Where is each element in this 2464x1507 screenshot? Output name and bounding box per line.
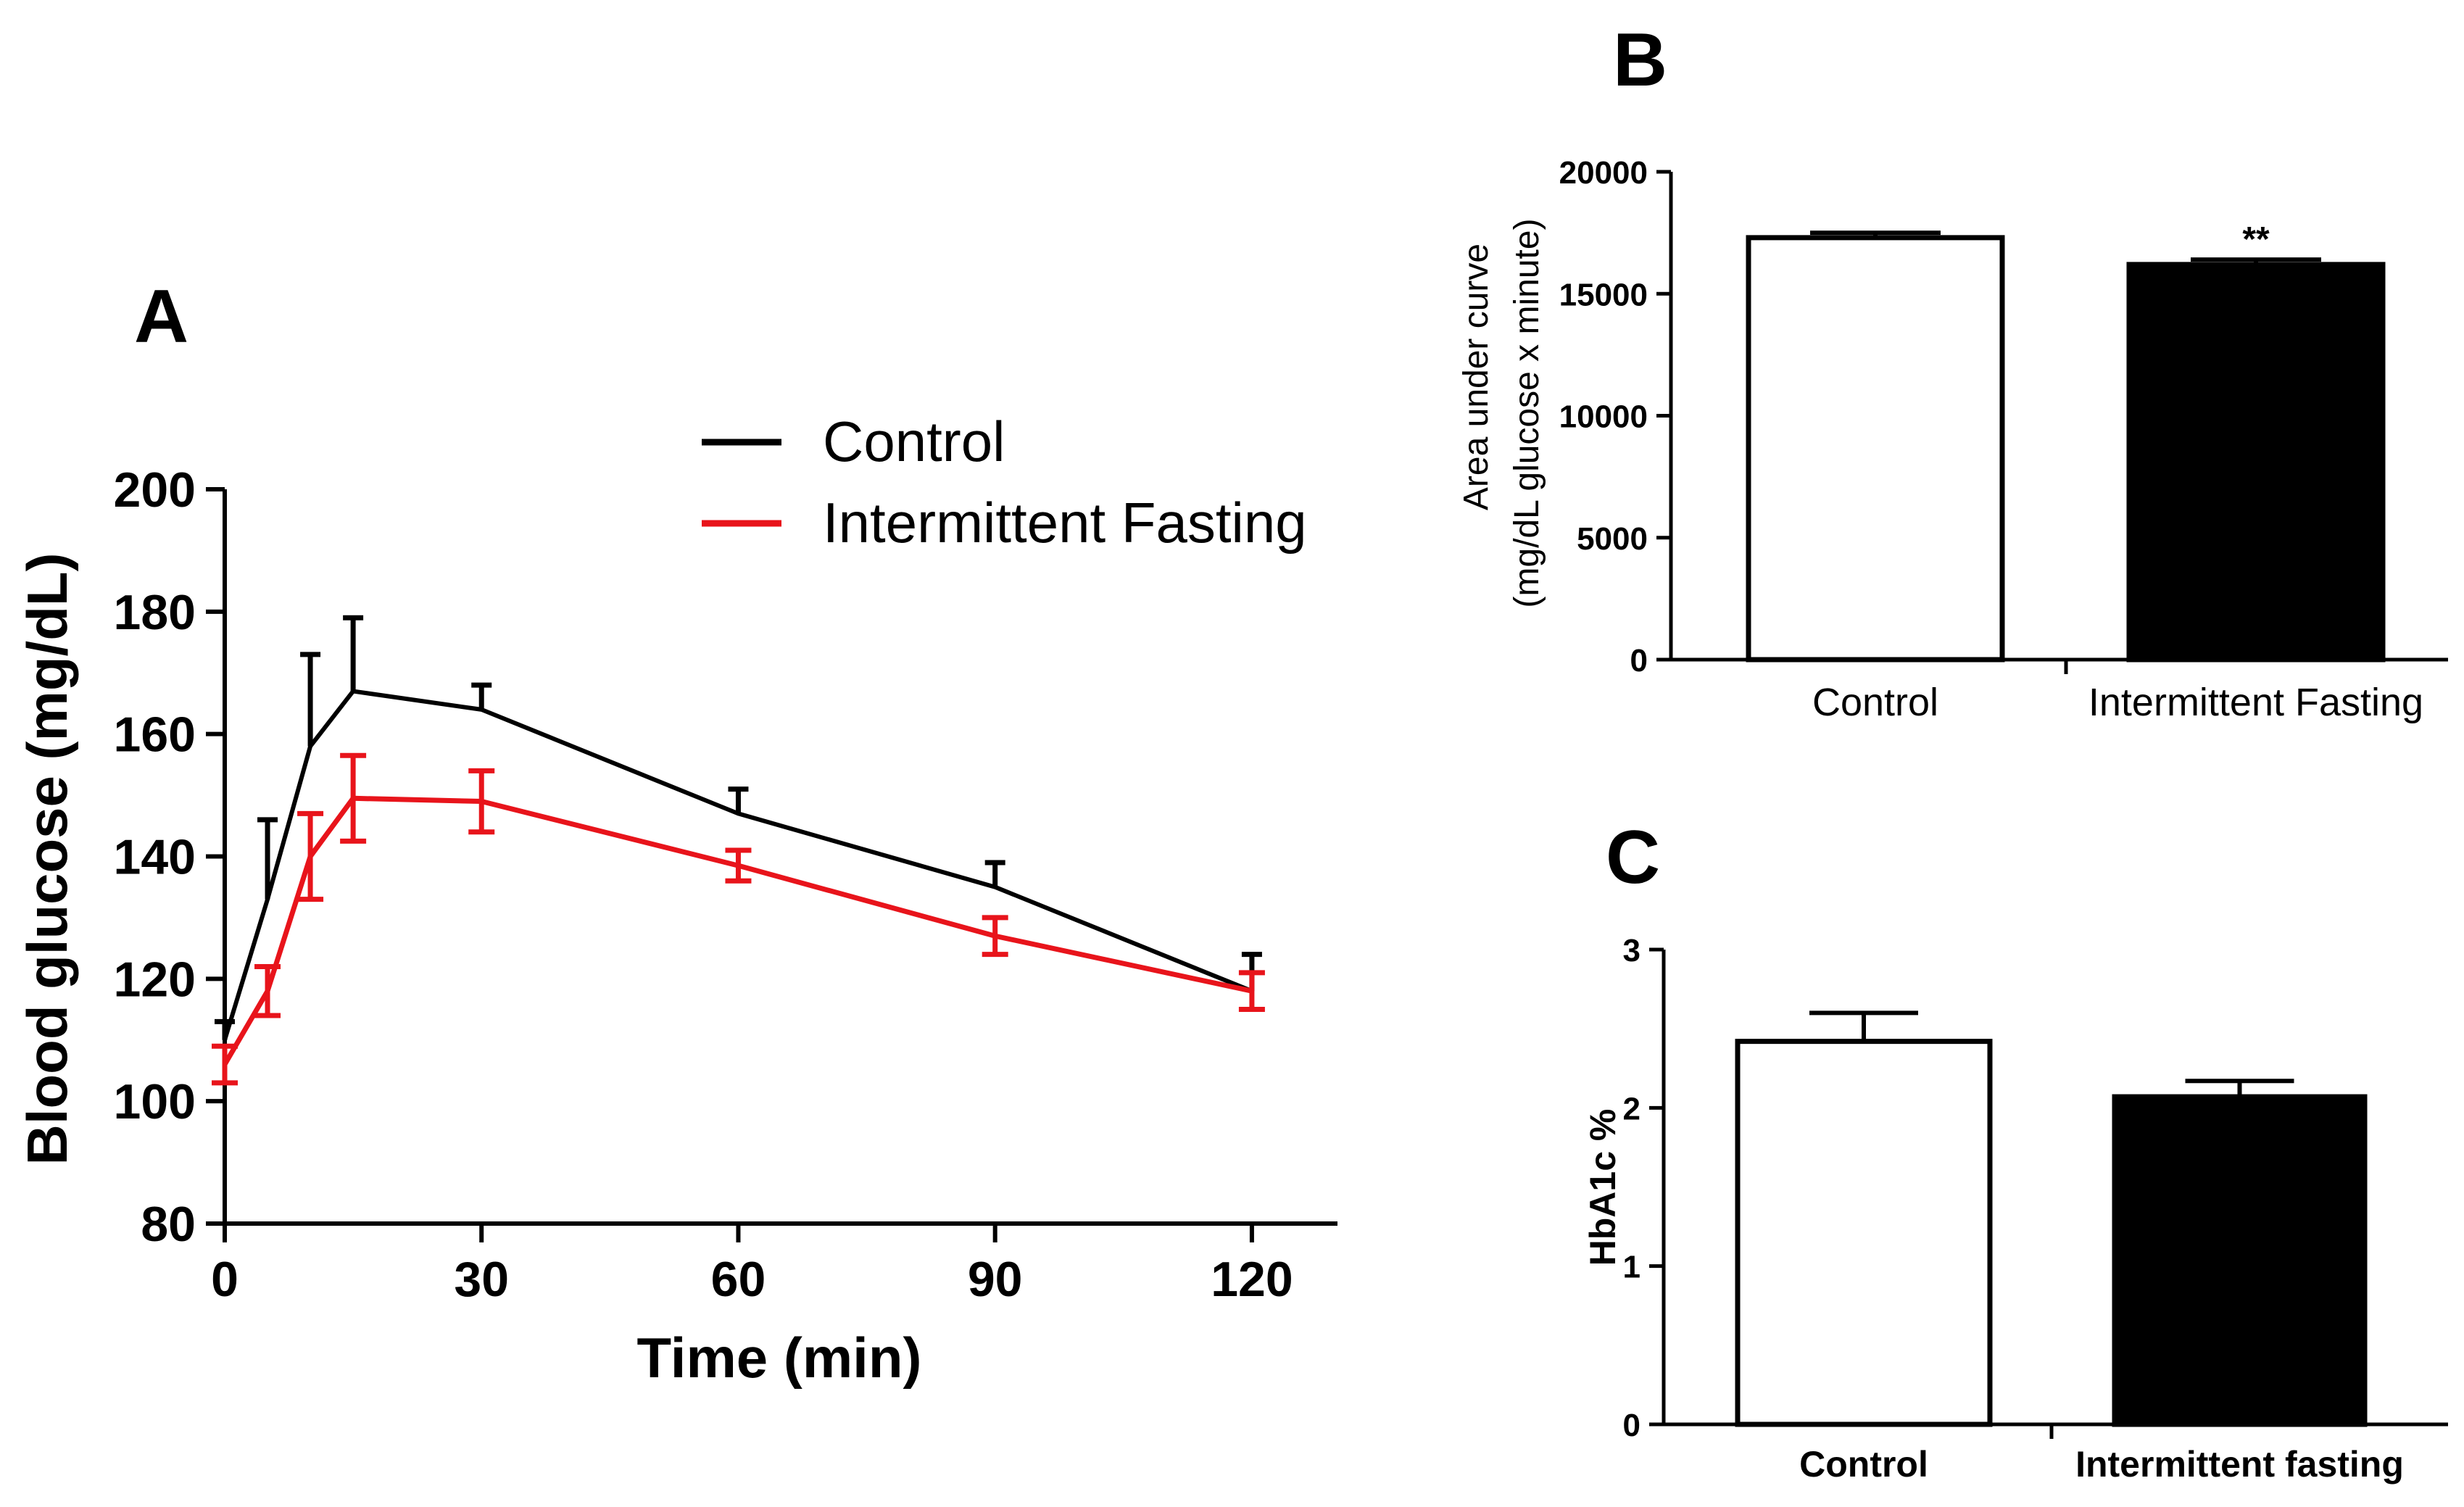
panel-a-legend-control-label: Control bbox=[823, 410, 1005, 473]
panel-a-y-tick-label: 100 bbox=[114, 1074, 196, 1129]
panel-a-fasting-error-bar bbox=[340, 752, 367, 844]
panel-b-y-tick-label: 5000 bbox=[1577, 521, 1648, 557]
panel-a-fasting-error-bar bbox=[254, 963, 281, 1018]
panel-a-control-error-bar bbox=[257, 817, 278, 900]
panel-c-control-category-label: Control bbox=[1799, 1444, 1928, 1485]
panel-b-y-axis-label-line1: Area under curve bbox=[1457, 244, 1496, 510]
panel-c-fasting-bar bbox=[2112, 1094, 2368, 1427]
panel-a-y-axis-label: Blood glucose (mg/dL) bbox=[15, 553, 79, 1166]
panel-a-x-axis-label: Time (min) bbox=[637, 1326, 922, 1390]
panel-c-y-tick-label: 2 bbox=[1623, 1091, 1640, 1126]
panel-a-y-tick-label: 180 bbox=[114, 585, 196, 640]
panel-a-control-error-bar bbox=[343, 615, 364, 692]
panel-a-fasting-line bbox=[222, 795, 1253, 1066]
panel-a-letter: A bbox=[134, 275, 188, 359]
panel-b-fasting-category-label: Intermittent Fasting bbox=[2088, 681, 2423, 724]
panel-a-control-error-bar bbox=[984, 860, 1005, 887]
panel-b-control-category-label: Control bbox=[1812, 681, 1938, 724]
panel-a-x-tick-label: 0 bbox=[211, 1252, 238, 1307]
panel-a-legend-fasting-label: Intermittent Fasting bbox=[823, 491, 1307, 555]
panel-a-fasting-error-bar bbox=[297, 810, 324, 902]
panel-a-fasting-error-bar bbox=[725, 847, 752, 884]
panel-a-line-chart: A 80 100 120 140 160 180 200 0 30 60 90 120 Control… bbox=[15, 275, 1337, 1390]
panel-a-control-error-bar bbox=[215, 1018, 235, 1040]
panel-c-control-bar bbox=[1735, 1039, 1993, 1427]
panel-b-fasting-bar bbox=[2126, 262, 2386, 663]
panel-c-letter: C bbox=[1606, 815, 1660, 900]
panel-a-x-tick-label: 120 bbox=[1211, 1252, 1293, 1307]
panel-a-series bbox=[212, 615, 1265, 1086]
panel-a-y-tick-label: 160 bbox=[114, 707, 196, 763]
panel-a-control-error-bar bbox=[728, 786, 749, 814]
panel-b-bar-chart: B 0 5000 10000 15000 20000 Control Intermitten… bbox=[1457, 18, 2448, 724]
panel-a-control-error-bar bbox=[471, 682, 492, 710]
panel-c-y-axis-label: HbA1c % bbox=[1582, 1109, 1623, 1266]
panel-a-x-tick-label: 60 bbox=[711, 1252, 766, 1307]
panel-a-y-tick-label: 140 bbox=[114, 830, 196, 885]
panel-a-y-tick-label: 120 bbox=[114, 952, 196, 1007]
panel-a-fasting-error-bar bbox=[1238, 970, 1265, 1013]
panel-b-y-tick-label: 20000 bbox=[1559, 155, 1648, 191]
panel-a-y-tick-label: 200 bbox=[114, 462, 196, 518]
panel-a-y-tick-label: 80 bbox=[141, 1197, 196, 1252]
panel-b-y-tick-label: 0 bbox=[1630, 643, 1648, 678]
panel-a-control-line bbox=[223, 689, 1253, 1041]
panel-a-legend: Control Intermittent Fasting bbox=[702, 410, 1307, 555]
panel-a-fasting-error-bar bbox=[468, 768, 495, 835]
panel-a-x-tick-label: 90 bbox=[968, 1252, 1023, 1307]
panel-b-letter: B bbox=[1613, 18, 1667, 102]
panel-a-fasting-error-bar bbox=[212, 1043, 238, 1086]
panel-c-bar-chart: C 0 1 2 3 Control Intermittent fasting HbA1c … bbox=[1582, 815, 2448, 1485]
panel-c-y-tick-label: 3 bbox=[1623, 933, 1640, 968]
panel-a-axes: 80 100 120 140 160 180 200 0 30 60 90 120 bbox=[114, 462, 1337, 1307]
panel-b-control-bar bbox=[1746, 235, 2005, 663]
panel-b-fasting-significance-annotation: ** bbox=[2242, 220, 2270, 259]
panel-b-y-axis-label-line2: (mg/dL glucose x minute) bbox=[1508, 218, 1546, 607]
panel-b-y-tick-label: 15000 bbox=[1559, 277, 1648, 312]
panel-a-control-error-bar bbox=[300, 652, 321, 747]
panel-b-y-tick-label: 10000 bbox=[1559, 399, 1648, 435]
panel-b-axes-and-bars: 0 5000 10000 15000 20000 Control Intermittent … bbox=[1559, 155, 2448, 724]
panel-a-fasting-error-bar bbox=[982, 915, 1008, 958]
panel-a-x-tick-label: 30 bbox=[454, 1252, 509, 1307]
panel-c-y-tick-label: 1 bbox=[1623, 1250, 1640, 1285]
panel-c-axes-and-bars: 0 1 2 3 Control Intermittent fasting bbox=[1623, 933, 2448, 1485]
panel-c-y-tick-label: 0 bbox=[1623, 1408, 1640, 1443]
panel-c-fasting-category-label: Intermittent fasting bbox=[2075, 1444, 2404, 1485]
